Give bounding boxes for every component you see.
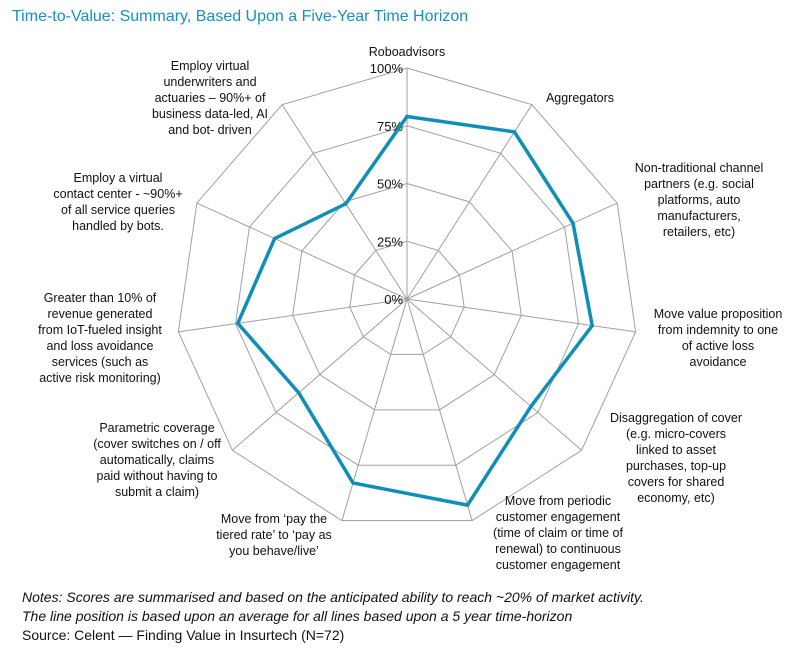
axis-label: Non-traditional channel partners (e.g. s… <box>634 161 764 239</box>
axis-label: Move from ‘pay the tiered rate’ to ‘pay … <box>216 512 332 558</box>
source-line: Source: Celent — Finding Value in Insurt… <box>22 627 345 643</box>
radar-ring <box>349 240 465 355</box>
radar-series <box>235 114 595 508</box>
tick-label: 25% <box>377 234 403 249</box>
axis-label: Move value proposition from indemnity to… <box>653 307 783 369</box>
radar-ring <box>292 182 522 411</box>
axis-label: Parametric coverage (cover switches on /… <box>93 421 221 499</box>
radar-grid <box>177 67 637 522</box>
radar-tick-labels: 0%25%50%75%100% <box>370 61 404 307</box>
axis-label: Roboadvisors <box>368 45 446 59</box>
notes-line-2: The line position is based upon an avera… <box>22 608 573 624</box>
axis-label: Employ virtual underwriters and actuarie… <box>151 59 269 137</box>
axis-label: Greater than 10% of revenue generated fr… <box>38 291 162 385</box>
axis-label: Disaggregation of cover (e.g. micro-cove… <box>609 411 743 505</box>
radar-ring <box>234 125 580 466</box>
radar-chart: 0%25%50%75%100% <box>177 61 637 522</box>
tick-label: 100% <box>370 61 404 76</box>
axis-label: Aggregators <box>545 91 615 105</box>
tick-label: 50% <box>377 177 403 192</box>
axis-label: Move from periodic customer engagement (… <box>493 494 623 572</box>
series-line <box>235 114 595 508</box>
tick-label: 0% <box>384 292 403 307</box>
chart-notes: Notes: Scores are summarised and based o… <box>22 588 644 645</box>
axis-label: Employ a virtual contact center - ~90%+ … <box>53 171 183 233</box>
radar-ring <box>177 67 637 522</box>
chart-title: Time-to-Value: Summary, Based Upon a Fiv… <box>12 8 469 25</box>
notes-line-1: Notes: Scores are summarised and based o… <box>22 589 644 605</box>
